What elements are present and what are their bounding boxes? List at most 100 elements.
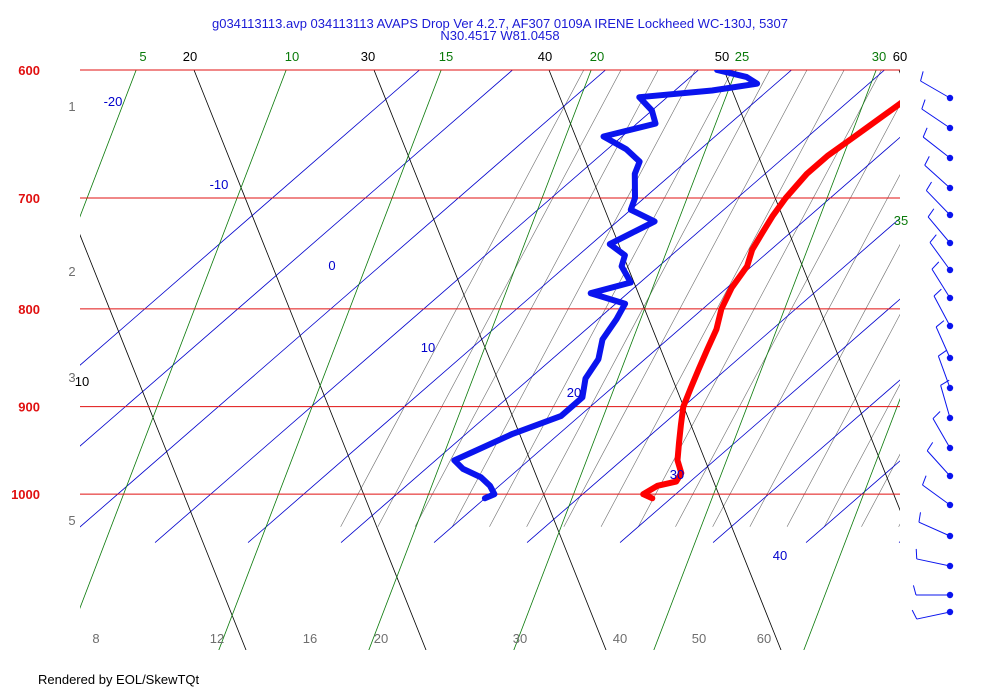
isotherm-line (340, 70, 886, 543)
isotherm-label: 10 (421, 340, 435, 355)
mixing-ratio-line (653, 70, 877, 650)
wind-barb (937, 349, 954, 392)
isotherm-line (80, 70, 421, 366)
wind-barb (925, 181, 954, 219)
bottom-scale-label: 40 (613, 631, 627, 646)
mixing-ratio-label: 30 (872, 49, 886, 64)
isotherm-label: 20 (567, 385, 581, 400)
dry-adiabat-line (373, 70, 607, 650)
wind-barb (915, 548, 954, 570)
isotherm-label: -20 (104, 94, 123, 109)
mixing-ratio-line (80, 70, 137, 218)
left-scale-label: 5 (68, 513, 75, 528)
isotherm-line (80, 70, 607, 528)
pressure-label: 1000 (11, 487, 40, 502)
wind-barb (918, 512, 954, 540)
pressure-label: 800 (18, 302, 40, 317)
mixing-ratio-line (368, 70, 592, 650)
isotherm-label: 40 (773, 548, 787, 563)
bottom-scale-label: 8 (92, 631, 99, 646)
isotherm-line (805, 460, 900, 543)
bottom-scale-label: 30 (513, 631, 527, 646)
wind-barb (931, 261, 954, 302)
wind-barb (927, 208, 954, 247)
moist-adiabat-line (451, 70, 696, 527)
bottom-scale-label: 50 (692, 631, 706, 646)
wind-barb (921, 99, 954, 132)
moist-adiabat-line (489, 70, 733, 527)
isotherm-label: 30 (670, 467, 684, 482)
moist-adiabat-line (749, 244, 900, 527)
mixing-ratio-label: 15 (439, 49, 453, 64)
bottom-scale-label: 60 (757, 631, 771, 646)
isotherm-line (992, 13, 1000, 543)
wind-barb (911, 608, 954, 620)
dry-adiabat-label: 40 (538, 49, 552, 64)
mixing-ratio-line (80, 70, 287, 609)
wind-barb (929, 234, 954, 274)
moist-adiabat-line (414, 70, 659, 527)
moist-adiabat-line (526, 70, 771, 527)
isotherm-line (898, 541, 900, 543)
dry-adiabat-line (193, 70, 427, 650)
wind-barb (922, 127, 954, 162)
moist-adiabat-line (675, 104, 900, 527)
wind-barb (933, 288, 954, 330)
dewpoint-profile (451, 70, 761, 502)
isotherm-line (80, 70, 514, 447)
dry-adiabat-label: 50 (715, 49, 729, 64)
wind-barb (922, 475, 954, 509)
isotherm-line (526, 217, 900, 543)
temperature-profile (640, 100, 900, 502)
isotherm-label: -10 (210, 177, 229, 192)
moist-adiabat-line (377, 70, 622, 527)
isotherm-line (712, 379, 900, 543)
isotherm-line (154, 70, 700, 543)
wind-barb (912, 585, 954, 599)
wind-barb (935, 320, 954, 362)
dry-adiabat-line (548, 70, 782, 650)
title-line-2: N30.4517 W81.0458 (440, 28, 560, 43)
title-line-1: g034113113.avp 034113113 AVAPS Drop Ver … (211, 16, 788, 31)
moist-adiabat-line (823, 383, 900, 527)
mixing-ratio-label: 25 (735, 49, 749, 64)
moist-adiabat-line (973, 0, 1000, 527)
dry-adiabat-label: 10 (75, 374, 89, 389)
dry-adiabat-label: 20 (183, 49, 197, 64)
wind-barb (932, 411, 954, 452)
moist-adiabat-line (637, 70, 882, 527)
dry-adiabat-line (898, 70, 900, 74)
chart-title: g034113113.avp 034113113 AVAPS Drop Ver … (0, 16, 1000, 43)
mixing-ratio-label: 5 (139, 49, 146, 64)
mixing-ratio-label: 35 (894, 213, 908, 228)
mixing-ratio-label: 10 (285, 49, 299, 64)
moist-adiabat-line (861, 453, 900, 527)
pressure-label: 700 (18, 191, 40, 206)
dry-adiabat-line (0, 60, 60, 660)
wind-barb (940, 379, 954, 422)
pressure-label: 600 (18, 63, 40, 78)
footer-credit: Rendered by EOL/SkewTQt (38, 672, 200, 687)
bottom-scale-label: 12 (210, 631, 224, 646)
wind-barb (924, 156, 954, 192)
pressure-label: 900 (18, 400, 40, 415)
isotherm-label: 0 (328, 258, 335, 273)
bottom-scale-label: 16 (303, 631, 317, 646)
mixing-ratio-label: 20 (590, 49, 604, 64)
moist-adiabat-line (600, 70, 845, 527)
left-scale-label: 3 (68, 370, 75, 385)
dry-adiabat-label: 60 (893, 49, 907, 64)
mixing-ratio-line (218, 70, 442, 650)
mixing-ratio-line (513, 70, 737, 650)
isotherm-line (247, 70, 793, 543)
dry-adiabat-label: 30 (361, 49, 375, 64)
moist-adiabat-line (563, 70, 808, 527)
isotherm-line (619, 298, 900, 543)
left-scale-label: 2 (68, 264, 75, 279)
moist-adiabat-line (340, 70, 585, 527)
dry-adiabat-line (80, 233, 247, 650)
wind-barb (920, 71, 954, 102)
bottom-scale-label: 20 (374, 631, 388, 646)
dry-adiabat-line (723, 70, 900, 512)
